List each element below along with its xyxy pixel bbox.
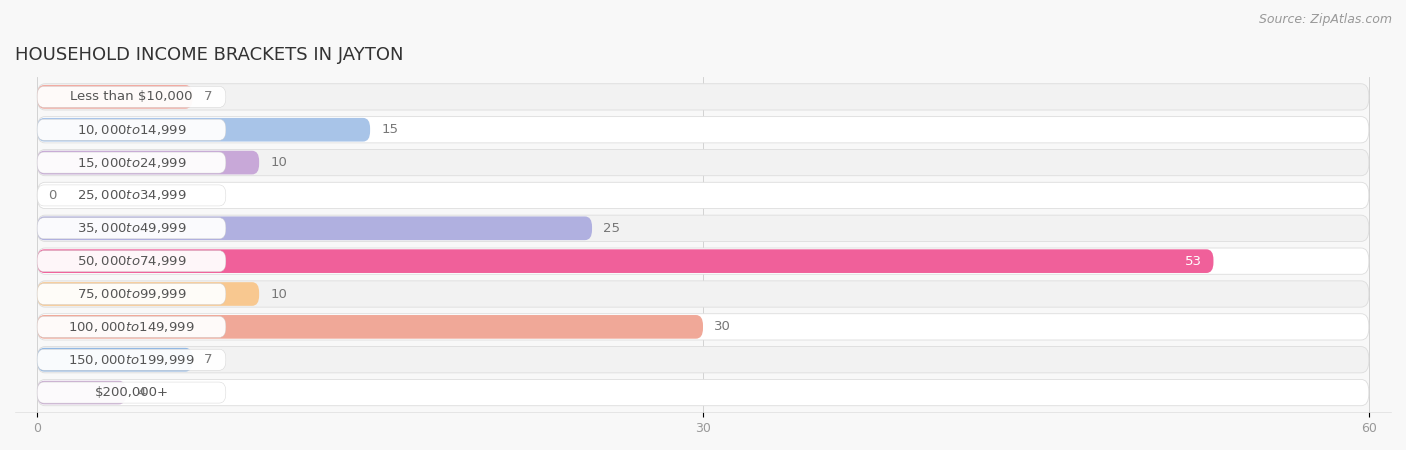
FancyBboxPatch shape [37,284,226,305]
FancyBboxPatch shape [37,281,1369,307]
FancyBboxPatch shape [37,216,592,240]
Text: 10: 10 [270,288,287,301]
Text: 10: 10 [270,156,287,169]
FancyBboxPatch shape [37,118,370,142]
FancyBboxPatch shape [37,119,226,140]
FancyBboxPatch shape [37,117,1369,143]
FancyBboxPatch shape [37,282,259,306]
FancyBboxPatch shape [37,382,226,403]
Text: 53: 53 [1185,255,1202,268]
FancyBboxPatch shape [37,315,703,339]
FancyBboxPatch shape [37,151,259,175]
FancyBboxPatch shape [37,182,1369,209]
Text: 25: 25 [603,222,620,235]
FancyBboxPatch shape [37,316,226,338]
FancyBboxPatch shape [37,152,226,173]
FancyBboxPatch shape [37,249,1213,273]
Text: 7: 7 [204,353,212,366]
FancyBboxPatch shape [37,379,1369,406]
FancyBboxPatch shape [37,215,1369,242]
Text: $10,000 to $14,999: $10,000 to $14,999 [77,123,187,137]
Text: Less than $10,000: Less than $10,000 [70,90,193,104]
Text: $100,000 to $149,999: $100,000 to $149,999 [69,320,195,334]
FancyBboxPatch shape [37,349,226,370]
Text: Source: ZipAtlas.com: Source: ZipAtlas.com [1258,14,1392,27]
Text: $75,000 to $99,999: $75,000 to $99,999 [77,287,187,301]
FancyBboxPatch shape [37,149,1369,176]
Text: $50,000 to $74,999: $50,000 to $74,999 [77,254,187,268]
FancyBboxPatch shape [37,85,193,109]
Text: $200,000+: $200,000+ [94,386,169,399]
Text: $150,000 to $199,999: $150,000 to $199,999 [69,353,195,367]
FancyBboxPatch shape [37,251,226,272]
FancyBboxPatch shape [37,218,226,239]
FancyBboxPatch shape [37,314,1369,340]
Text: 30: 30 [714,320,731,333]
Text: 4: 4 [136,386,145,399]
FancyBboxPatch shape [37,185,226,206]
FancyBboxPatch shape [37,84,1369,110]
Text: 7: 7 [204,90,212,104]
FancyBboxPatch shape [37,381,127,405]
FancyBboxPatch shape [37,86,226,108]
FancyBboxPatch shape [37,346,1369,373]
FancyBboxPatch shape [37,248,1369,274]
FancyBboxPatch shape [37,348,193,372]
Text: $35,000 to $49,999: $35,000 to $49,999 [77,221,187,235]
Text: HOUSEHOLD INCOME BRACKETS IN JAYTON: HOUSEHOLD INCOME BRACKETS IN JAYTON [15,46,404,64]
Text: $25,000 to $34,999: $25,000 to $34,999 [77,189,187,202]
Text: $15,000 to $24,999: $15,000 to $24,999 [77,156,187,170]
Text: 0: 0 [48,189,56,202]
Text: 15: 15 [381,123,398,136]
